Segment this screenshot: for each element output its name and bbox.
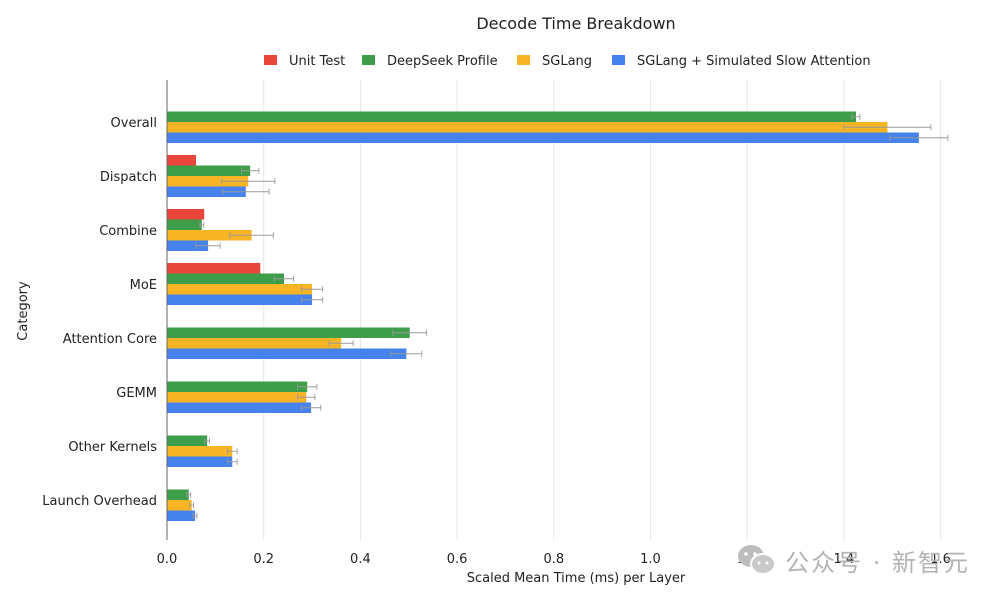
legend: Unit Test DeepSeek Profile SGLang SGLang + … bbox=[264, 54, 871, 69]
bar bbox=[167, 165, 251, 176]
bar bbox=[167, 294, 313, 305]
x-axis-title: Scaled Mean Time (ms) per Layer bbox=[467, 571, 686, 586]
bar bbox=[167, 327, 410, 338]
bar bbox=[167, 500, 192, 511]
y-tick-label: Attention Core bbox=[63, 332, 157, 347]
y-tick-labels: Overall Dispatch Combine MoE Attention Core G… bbox=[42, 116, 157, 509]
legend-swatch bbox=[612, 55, 625, 65]
x-tick-labels: 0.0 0.2 0.4 0.6 0.8 1.0 1.2 1.4 1.6 bbox=[157, 552, 951, 567]
bar bbox=[167, 263, 261, 274]
chart-title: Decode Time Breakdown bbox=[476, 14, 675, 33]
bar bbox=[167, 392, 307, 403]
x-tick-label: 1.6 bbox=[930, 552, 951, 567]
y-tick-label: Combine bbox=[99, 224, 157, 239]
y-tick-label: MoE bbox=[130, 278, 157, 293]
bar bbox=[167, 219, 202, 230]
bar bbox=[167, 284, 313, 295]
x-tick-label: 0.0 bbox=[157, 552, 178, 567]
bar bbox=[167, 338, 342, 349]
y-tick-label: GEMM bbox=[116, 386, 157, 401]
x-tick-label: 0.4 bbox=[350, 552, 371, 567]
bar bbox=[167, 240, 209, 251]
x-tick-label: 1.4 bbox=[834, 552, 855, 567]
error-bars bbox=[186, 113, 949, 519]
legend-label: DeepSeek Profile bbox=[387, 54, 498, 69]
legend-label: Unit Test bbox=[289, 54, 345, 69]
y-tick-label: Dispatch bbox=[100, 170, 157, 185]
x-tick-label: 0.8 bbox=[543, 552, 564, 567]
bar bbox=[167, 446, 233, 457]
y-axis-title: Category bbox=[16, 281, 31, 341]
legend-swatch bbox=[264, 55, 277, 65]
legend-swatch bbox=[517, 55, 530, 65]
x-tick-label: 1.2 bbox=[737, 552, 758, 567]
bar bbox=[167, 435, 208, 446]
bars bbox=[167, 111, 919, 521]
bar bbox=[167, 186, 246, 197]
bar bbox=[167, 111, 856, 122]
bar bbox=[167, 381, 308, 392]
bar bbox=[167, 122, 888, 133]
bar bbox=[167, 348, 407, 359]
legend-label: SGLang bbox=[542, 54, 592, 69]
bar bbox=[167, 176, 249, 187]
bar bbox=[167, 230, 252, 241]
legend-label: SGLang + Simulated Slow Attention bbox=[637, 54, 871, 69]
bar bbox=[167, 402, 312, 413]
bar bbox=[167, 489, 189, 500]
y-tick-label: Overall bbox=[111, 116, 157, 131]
x-tick-label: 0.6 bbox=[447, 552, 468, 567]
y-tick-label: Launch Overhead bbox=[42, 494, 157, 509]
bar bbox=[167, 456, 233, 467]
bar bbox=[167, 273, 285, 284]
gridlines bbox=[263, 80, 942, 540]
bar bbox=[167, 155, 197, 166]
bar bbox=[167, 132, 919, 143]
x-tick-label: 0.2 bbox=[253, 552, 274, 567]
bar bbox=[167, 510, 196, 521]
y-tick-label: Other Kernels bbox=[68, 440, 157, 455]
bar bbox=[167, 209, 205, 220]
legend-swatch bbox=[362, 55, 375, 65]
x-tick-label: 1.0 bbox=[640, 552, 661, 567]
